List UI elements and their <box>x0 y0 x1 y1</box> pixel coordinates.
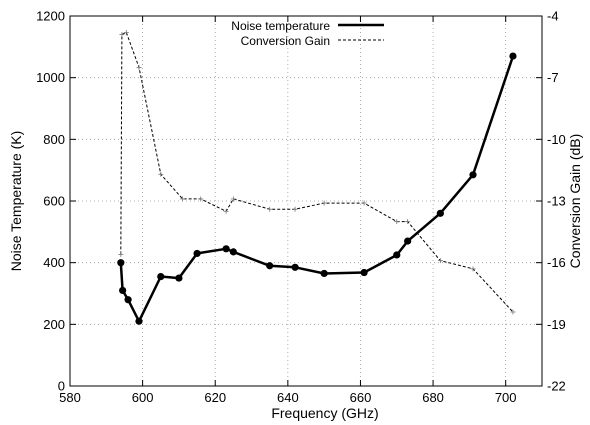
y-axis-title: Noise Temperature (K) <box>8 131 24 272</box>
y-tick-label: 600 <box>43 194 65 209</box>
y-tick-label: 1200 <box>36 9 65 24</box>
data-point-conversion-gain <box>118 251 124 257</box>
data-point-noise-temperature <box>360 268 368 277</box>
data-point-conversion-gain <box>223 208 229 214</box>
data-point-conversion-gain <box>361 200 367 206</box>
y-tick-label: 200 <box>43 317 65 332</box>
x-tick-label: 700 <box>495 390 517 405</box>
data-point-noise-temperature <box>124 296 132 304</box>
y-tick-label: 400 <box>43 255 65 270</box>
data-point-noise-temperature <box>119 286 127 295</box>
data-point-conversion-gain <box>119 32 125 37</box>
series-line-noise-temperature <box>119 55 515 323</box>
y2-tick-label: -7 <box>547 70 559 85</box>
data-point-noise-temperature <box>193 249 201 258</box>
y2-tick-label: -4 <box>547 9 559 24</box>
data-point-noise-temperature <box>509 52 517 60</box>
data-point-conversion-gain <box>321 200 327 206</box>
data-point-noise-temperature <box>229 248 237 256</box>
data-point-conversion-gain <box>267 206 273 212</box>
data-point-noise-temperature <box>436 209 444 217</box>
data-point-conversion-gain <box>405 219 411 225</box>
data-point-conversion-gain <box>198 196 204 202</box>
data-point-conversion-gain <box>136 64 142 70</box>
y2-tick-label: -22 <box>547 379 566 394</box>
x-tick-label: 600 <box>132 390 154 405</box>
data-point-noise-temperature <box>320 269 328 278</box>
data-point-noise-temperature <box>135 317 143 325</box>
data-point-conversion-gain <box>292 206 298 212</box>
grid-layer <box>70 16 542 386</box>
data-point-noise-temperature <box>291 263 299 271</box>
y-tick-label: 800 <box>43 132 65 147</box>
y2-tick-label: -16 <box>547 255 566 270</box>
data-point-conversion-gain <box>158 171 164 177</box>
data-point-conversion-gain <box>230 196 236 202</box>
data-point-conversion-gain <box>123 29 129 35</box>
y2-tick-label: -19 <box>547 317 566 332</box>
data-point-noise-temperature <box>157 272 165 281</box>
data-point-conversion-gain <box>180 196 186 202</box>
y2-tick-label: -10 <box>547 132 566 147</box>
data-point-noise-temperature <box>393 251 401 259</box>
data-point-conversion-gain <box>470 266 476 272</box>
series-layer <box>117 29 517 325</box>
y2-tick-label: -13 <box>547 194 566 209</box>
x-tick-label: 580 <box>59 390 81 405</box>
legend-label-conversion-gain: Conversion Gain <box>241 34 330 48</box>
axes-layer <box>69 15 543 387</box>
y-tick-label: 1000 <box>36 70 65 85</box>
x-tick-label: 620 <box>204 390 226 405</box>
x-tick-label: 680 <box>422 390 444 405</box>
data-point-noise-temperature <box>469 171 477 179</box>
data-point-noise-temperature <box>117 259 125 267</box>
x-axis-title: Frequency (GHz) <box>271 405 378 421</box>
data-point-noise-temperature <box>404 237 412 245</box>
x-tick-label: 660 <box>350 390 372 405</box>
x-tick-label: 640 <box>277 390 299 405</box>
legend: Noise temperature Conversion Gain <box>231 19 384 48</box>
data-point-conversion-gain <box>510 309 516 315</box>
data-point-noise-temperature <box>266 262 274 270</box>
y-tick-label: 0 <box>58 379 65 394</box>
y2-axis-title: Conversion Gain (dB) <box>567 134 583 269</box>
series-line-conversion-gain <box>120 31 514 313</box>
labels-layer: 580 600 620 640 660 680 700 0 200 400 600 800 1000 12… <box>36 9 566 406</box>
data-point-conversion-gain <box>437 258 443 264</box>
data-point-noise-temperature <box>175 274 183 282</box>
data-point-noise-temperature <box>222 245 230 253</box>
legend-label-noise-temperature: Noise temperature <box>231 19 330 33</box>
data-point-conversion-gain <box>394 219 400 225</box>
